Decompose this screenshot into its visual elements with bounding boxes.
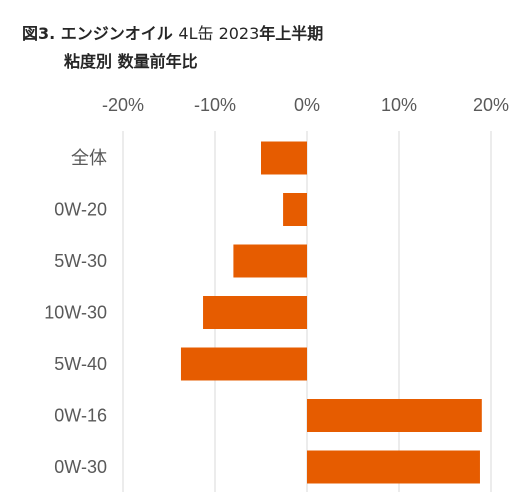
x-tick-label-0: -20% bbox=[102, 95, 144, 115]
figure-label: 図3. bbox=[22, 24, 56, 43]
chart-title-line-1: 図3. エンジンオイル 4L缶 2023年上半期 bbox=[22, 20, 323, 44]
bar-5 bbox=[307, 399, 482, 432]
x-axis-tick-labels: -20% -10% 0% 10% 20% bbox=[102, 95, 509, 115]
bar-4 bbox=[180, 347, 307, 381]
category-label-3: 10W-30 bbox=[44, 303, 107, 323]
x-tick-label-1: -10% bbox=[194, 95, 236, 115]
x-tick-label-4: 20% bbox=[473, 95, 509, 115]
category-label-1: 0W-20 bbox=[54, 200, 107, 220]
category-label-5: 0W-16 bbox=[54, 406, 107, 426]
category-labels: 全体 0W-20 5W-30 10W-30 5W-40 0W-16 0W-30 bbox=[44, 148, 107, 477]
category-label-0: 全体 bbox=[71, 148, 107, 168]
bar-2 bbox=[233, 244, 307, 278]
chart-title-line-2: 粘度別 数量前年比 bbox=[64, 52, 198, 71]
category-label-6: 0W-30 bbox=[54, 457, 107, 477]
title-light: 4L缶 2023 bbox=[178, 24, 260, 43]
x-tick-label-3: 10% bbox=[381, 95, 417, 115]
x-tick-label-2: 0% bbox=[294, 95, 320, 115]
category-label-4: 5W-40 bbox=[54, 354, 107, 374]
bar-1 bbox=[283, 193, 307, 226]
bar-3 bbox=[203, 296, 307, 329]
title-tail: 年上半期 bbox=[259, 24, 324, 43]
bar-6 bbox=[307, 450, 480, 484]
bars bbox=[180, 141, 482, 484]
category-label-2: 5W-30 bbox=[54, 251, 107, 271]
bar-0 bbox=[261, 141, 307, 175]
title-main: エンジンオイル bbox=[60, 24, 173, 43]
